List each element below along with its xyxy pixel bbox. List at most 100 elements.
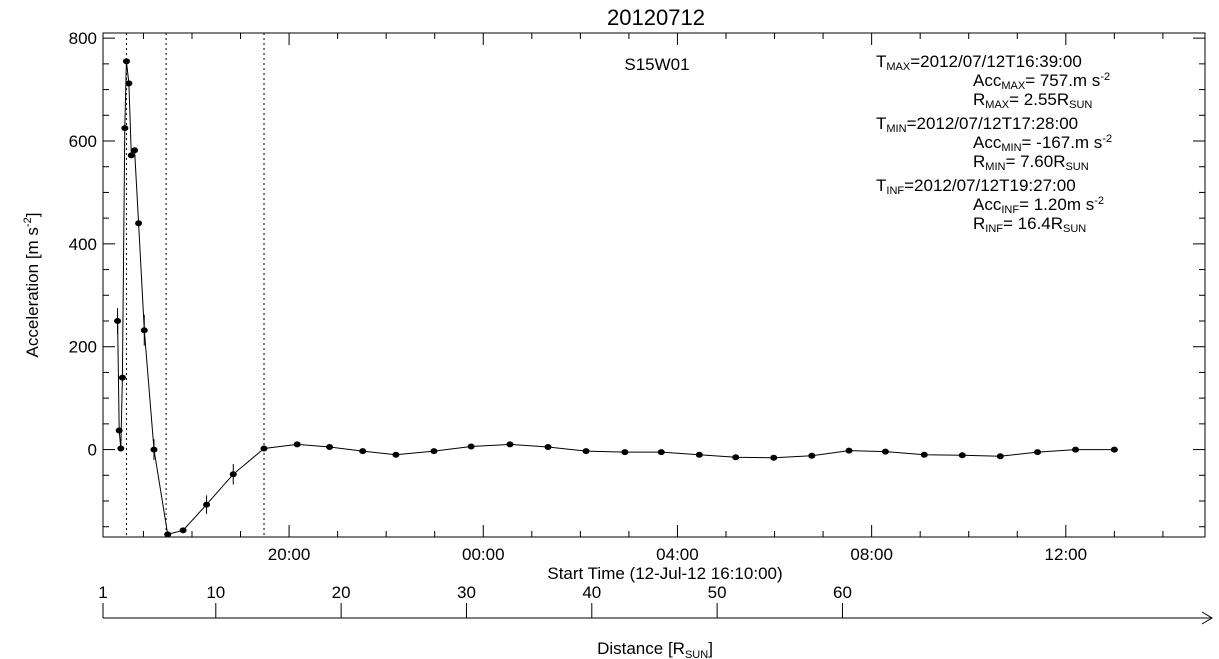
y-axis-label-main: Acceleration [m s bbox=[23, 227, 42, 357]
tmax-sub: MAX bbox=[886, 61, 911, 73]
data-point bbox=[115, 427, 123, 434]
distance-tick-label: 1 bbox=[98, 583, 107, 602]
data-point bbox=[359, 448, 367, 455]
data-point bbox=[326, 444, 334, 450]
annotation-tmin: TMIN=2012/07/12T17:28:00 bbox=[876, 114, 1078, 135]
accinf-sup: -2 bbox=[1094, 195, 1104, 207]
annotation-accmax: AccMAX= 757.m s-2 bbox=[973, 71, 1111, 92]
rinf-sub: INF bbox=[985, 223, 1004, 235]
data-point bbox=[430, 448, 438, 455]
acceleration-line bbox=[117, 61, 1115, 536]
data-point bbox=[1110, 446, 1118, 453]
tmin-label: T bbox=[876, 114, 887, 133]
data-point bbox=[293, 441, 301, 448]
annotation-accinf: AccINF= 1.20m s-2 bbox=[973, 195, 1104, 216]
data-point bbox=[881, 448, 889, 455]
y-tick-label: 0 bbox=[88, 441, 97, 460]
data-point bbox=[467, 443, 475, 450]
data-point bbox=[1034, 449, 1042, 456]
data-point bbox=[118, 374, 126, 381]
data-point bbox=[260, 445, 268, 452]
annotation-rmin: RMIN= 7.60RSUN bbox=[973, 152, 1089, 173]
distance-tick-label: 50 bbox=[708, 583, 727, 602]
rmin-label: R bbox=[973, 152, 986, 171]
data-point bbox=[135, 220, 143, 227]
x-tick-label: 12:00 bbox=[1045, 545, 1088, 564]
data-point bbox=[695, 451, 703, 458]
rmin-sub2: SUN bbox=[1065, 161, 1089, 173]
tinf-sub: INF bbox=[886, 185, 905, 197]
data-point bbox=[114, 318, 122, 324]
data-point bbox=[179, 527, 187, 534]
data-point bbox=[117, 445, 125, 452]
y-tick-label: 200 bbox=[69, 338, 97, 357]
data-point bbox=[131, 147, 139, 154]
data-point bbox=[125, 80, 133, 87]
accinf-value: = 1.20m s bbox=[1019, 195, 1095, 214]
data-point bbox=[732, 454, 740, 461]
accmin-sub: MIN bbox=[1001, 142, 1022, 154]
data-point bbox=[621, 449, 629, 456]
tmin-sub: MIN bbox=[886, 123, 907, 135]
y-tick-label: 800 bbox=[69, 29, 97, 48]
tmax-label: T bbox=[876, 52, 887, 71]
data-point bbox=[996, 453, 1004, 460]
rmax-sub: MAX bbox=[985, 99, 1010, 111]
data-point bbox=[582, 448, 590, 455]
x-tick-label: 00:00 bbox=[462, 545, 505, 564]
data-point bbox=[958, 452, 966, 459]
data-point bbox=[544, 444, 552, 450]
distance-tick-label: 40 bbox=[582, 583, 601, 602]
region-label: S15W01 bbox=[624, 55, 689, 74]
annotation-accmin: AccMIN= -167.m s-2 bbox=[973, 133, 1113, 154]
accmax-sup: -2 bbox=[1100, 71, 1111, 83]
x-tick-label: 08:00 bbox=[850, 545, 893, 564]
tmax-value: =2012/07/12T16:39:00 bbox=[910, 52, 1082, 71]
accmin-sup: -2 bbox=[1102, 133, 1113, 145]
rmax-value: = 2.55R bbox=[1009, 90, 1070, 109]
rinf-sub2: SUN bbox=[1063, 223, 1087, 235]
accmin-label: Acc bbox=[973, 133, 1002, 152]
vertical-marker-lines bbox=[125, 33, 265, 537]
distance-axis-label-main: Distance [R bbox=[597, 639, 685, 658]
chart-title: 20120712 bbox=[607, 5, 705, 30]
data-point bbox=[920, 451, 928, 458]
distance-axis-arrow bbox=[1201, 611, 1213, 625]
accinf-label: Acc bbox=[973, 195, 1002, 214]
rmin-value: = 7.60R bbox=[1005, 152, 1066, 171]
tinf-value: =2012/07/12T19:27:00 bbox=[904, 176, 1076, 195]
distance-axis-label-close: ] bbox=[708, 639, 713, 658]
y-axis-label-sup: -2 bbox=[22, 217, 34, 227]
distance-axis-label-sub: SUN bbox=[685, 649, 708, 659]
annotation-rmax: RMAX= 2.55RSUN bbox=[973, 90, 1093, 111]
x-axis-label: Start Time (12-Jul-12 16:10:00) bbox=[547, 564, 782, 583]
rmin-sub: MIN bbox=[985, 161, 1006, 173]
annotation-tinf: TINF=2012/07/12T19:27:00 bbox=[876, 176, 1076, 197]
plot-frame bbox=[102, 32, 1206, 538]
data-point bbox=[506, 441, 514, 448]
accmin-value: = -167.m s bbox=[1021, 133, 1103, 152]
rinf-value: = 16.4R bbox=[1003, 214, 1064, 233]
rinf-label: R bbox=[973, 214, 986, 233]
y-tick-label: 400 bbox=[69, 235, 97, 254]
distance-axis-label: Distance [RSUN] bbox=[597, 639, 713, 659]
distance-tick-label: 30 bbox=[457, 583, 476, 602]
data-point bbox=[392, 451, 400, 458]
y-axis: 0 200 400 600 800 bbox=[69, 29, 1205, 528]
data-point bbox=[770, 454, 778, 461]
accmax-label: Acc bbox=[973, 71, 1002, 90]
plot-border bbox=[102, 32, 1206, 538]
data-point bbox=[229, 471, 237, 478]
data-point bbox=[122, 58, 130, 65]
distance-tick-label: 10 bbox=[206, 583, 225, 602]
distance-tick-label: 60 bbox=[833, 583, 852, 602]
y-axis-label-close: ] bbox=[23, 213, 42, 218]
rmax-sub2: SUN bbox=[1069, 99, 1093, 111]
data-series bbox=[114, 58, 1118, 538]
data-point bbox=[657, 449, 665, 456]
accmax-value: = 757.m s bbox=[1025, 71, 1101, 90]
data-point bbox=[845, 447, 853, 454]
distance-tick-label: 20 bbox=[332, 583, 351, 602]
x-tick-label: 04:00 bbox=[656, 545, 699, 564]
